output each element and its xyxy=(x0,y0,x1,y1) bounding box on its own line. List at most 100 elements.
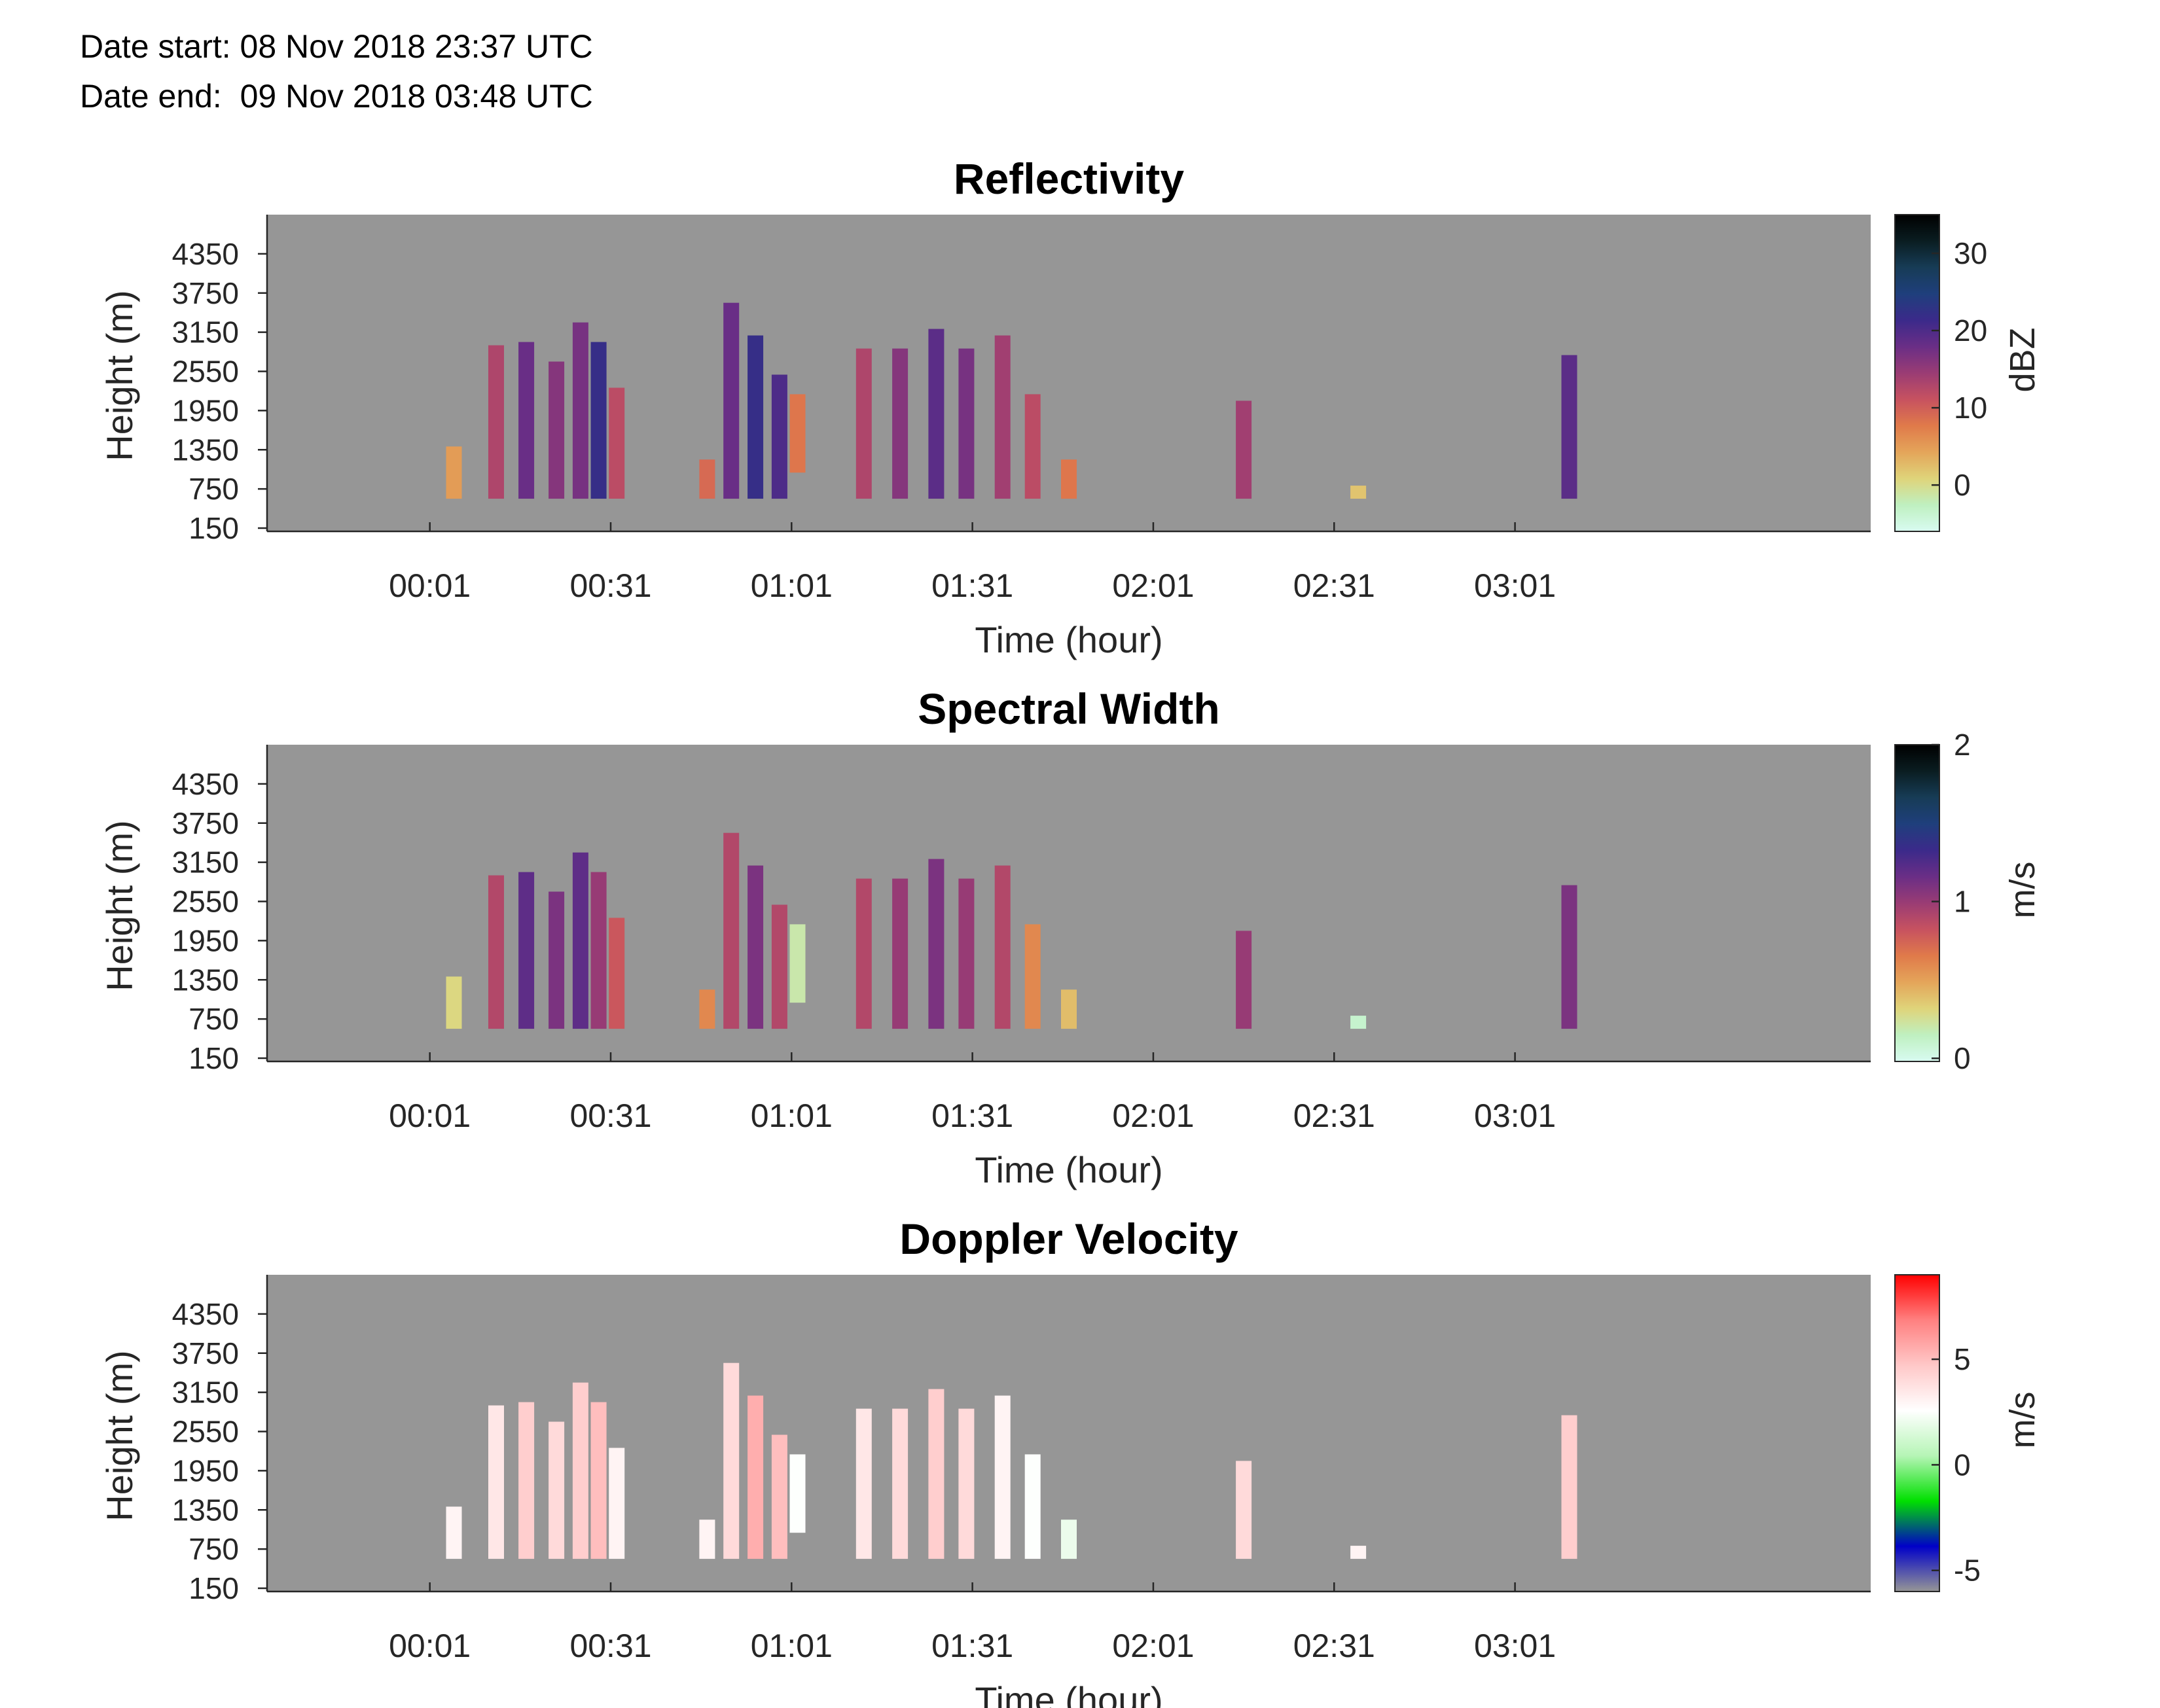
x-tick-label: 02:31 xyxy=(1293,567,1375,604)
x-tick-label: 03:01 xyxy=(1474,1097,1556,1134)
y-tick-label: 2550 xyxy=(172,355,239,389)
data-cell xyxy=(1561,1415,1577,1559)
data-cell xyxy=(488,1405,504,1559)
x-tick-label: 01:31 xyxy=(931,1097,1013,1134)
x-tick-label: 02:01 xyxy=(1112,1097,1194,1134)
chart-title: Doppler Velocity xyxy=(899,1215,1238,1263)
x-tick-label: 03:01 xyxy=(1474,567,1556,604)
data-cell xyxy=(723,302,740,499)
colorbar-tick-label: 0 xyxy=(1954,468,1971,502)
data-cell xyxy=(892,878,909,1029)
x-tick-label: 01:31 xyxy=(931,1628,1013,1664)
y-tick-label: 150 xyxy=(189,1041,239,1075)
data-cell xyxy=(789,924,806,1003)
x-tick-label: 00:31 xyxy=(569,567,651,604)
data-cell xyxy=(572,322,588,499)
colorbar-label: m/s xyxy=(2003,1392,2042,1449)
y-tick-label: 1950 xyxy=(172,923,239,957)
data-cell xyxy=(747,335,764,499)
data-cell xyxy=(958,1408,975,1559)
y-tick-label: 3750 xyxy=(172,806,239,840)
x-axis-label: Time (hour) xyxy=(975,619,1162,660)
data-cell xyxy=(699,459,715,499)
data-cell xyxy=(1350,1016,1367,1029)
data-cell xyxy=(446,446,462,499)
data-cell xyxy=(994,335,1011,499)
data-cell xyxy=(590,342,607,499)
colorbar-label: m/s xyxy=(2003,862,2042,919)
data-cell xyxy=(723,1362,740,1559)
x-tick-label: 02:31 xyxy=(1293,1628,1375,1664)
data-cell xyxy=(518,1402,535,1559)
x-axis-label: Time (hour) xyxy=(975,1149,1162,1190)
data-cell xyxy=(928,859,945,1029)
x-tick-label: 01:01 xyxy=(751,567,833,604)
y-tick-label: 750 xyxy=(189,472,239,506)
data-cell xyxy=(549,361,565,499)
data-cell xyxy=(1350,1546,1367,1559)
data-cell xyxy=(699,1520,715,1559)
date-end-label: Date end: 09 Nov 2018 03:48 UTC xyxy=(80,78,593,115)
data-cell xyxy=(1561,355,1577,499)
y-tick-label: 1350 xyxy=(172,1493,239,1527)
colorbar-tick-label: 1 xyxy=(1954,885,1971,919)
data-cell xyxy=(1236,931,1252,1029)
colorbar xyxy=(1894,214,1940,532)
date-start-label: Date start: 08 Nov 2018 23:37 UTC xyxy=(80,28,593,65)
x-axis-label: Time (hour) xyxy=(975,1679,1162,1708)
x-tick-label: 01:01 xyxy=(751,1097,833,1134)
y-axis-label: Height (m) xyxy=(99,820,140,991)
y-tick-label: 150 xyxy=(189,1571,239,1605)
data-cell xyxy=(1236,400,1252,499)
data-cell xyxy=(771,374,787,499)
data-cell xyxy=(958,878,975,1029)
y-tick-label: 4350 xyxy=(172,767,239,801)
colorbar-tick-label: 5 xyxy=(1954,1342,1971,1376)
y-tick-label: 1950 xyxy=(172,393,239,427)
data-cell xyxy=(572,1382,588,1559)
colorbar-tick-label: 0 xyxy=(1954,1041,1971,1075)
colorbar-tick-label: 2 xyxy=(1954,728,1971,762)
data-cell xyxy=(892,348,909,499)
data-cell xyxy=(789,1454,806,1533)
y-tick-label: 2550 xyxy=(172,885,239,919)
data-cell xyxy=(855,1408,872,1559)
chart-title: Spectral Width xyxy=(918,685,1219,733)
data-cell xyxy=(609,1448,625,1559)
y-tick-label: 3750 xyxy=(172,1336,239,1370)
data-cell xyxy=(1561,885,1577,1029)
data-cell xyxy=(958,348,975,499)
data-cell xyxy=(518,872,535,1029)
data-cell xyxy=(1061,459,1077,499)
data-cell xyxy=(747,865,764,1029)
chart-title: Reflectivity xyxy=(954,154,1184,203)
colorbar-tick-label: -5 xyxy=(1954,1554,1981,1588)
data-cell xyxy=(446,1506,462,1559)
x-tick-label: 02:01 xyxy=(1112,1628,1194,1664)
data-cell xyxy=(590,1402,607,1559)
y-tick-label: 3150 xyxy=(172,845,239,880)
data-cell xyxy=(1061,989,1077,1029)
data-cell xyxy=(699,989,715,1029)
colorbar xyxy=(1894,744,1940,1062)
colorbar-tick-label: 20 xyxy=(1954,313,1987,347)
data-cell xyxy=(549,891,565,1029)
data-cell xyxy=(609,917,625,1029)
data-cell xyxy=(771,904,787,1029)
data-cell xyxy=(590,872,607,1029)
y-tick-label: 1350 xyxy=(172,433,239,467)
y-tick-label: 750 xyxy=(189,1002,239,1036)
data-cell xyxy=(855,348,872,499)
data-cell xyxy=(572,852,588,1029)
data-cell xyxy=(446,976,462,1029)
y-tick-label: 3750 xyxy=(172,276,239,310)
data-cell xyxy=(488,875,504,1029)
colorbar xyxy=(1894,1274,1940,1592)
data-cell xyxy=(488,345,504,499)
colorbar-label: dBZ xyxy=(2003,327,2042,392)
data-cell xyxy=(1236,1461,1252,1559)
data-cell xyxy=(928,1389,945,1559)
y-tick-label: 1950 xyxy=(172,1453,239,1487)
x-tick-label: 02:31 xyxy=(1293,1097,1375,1134)
